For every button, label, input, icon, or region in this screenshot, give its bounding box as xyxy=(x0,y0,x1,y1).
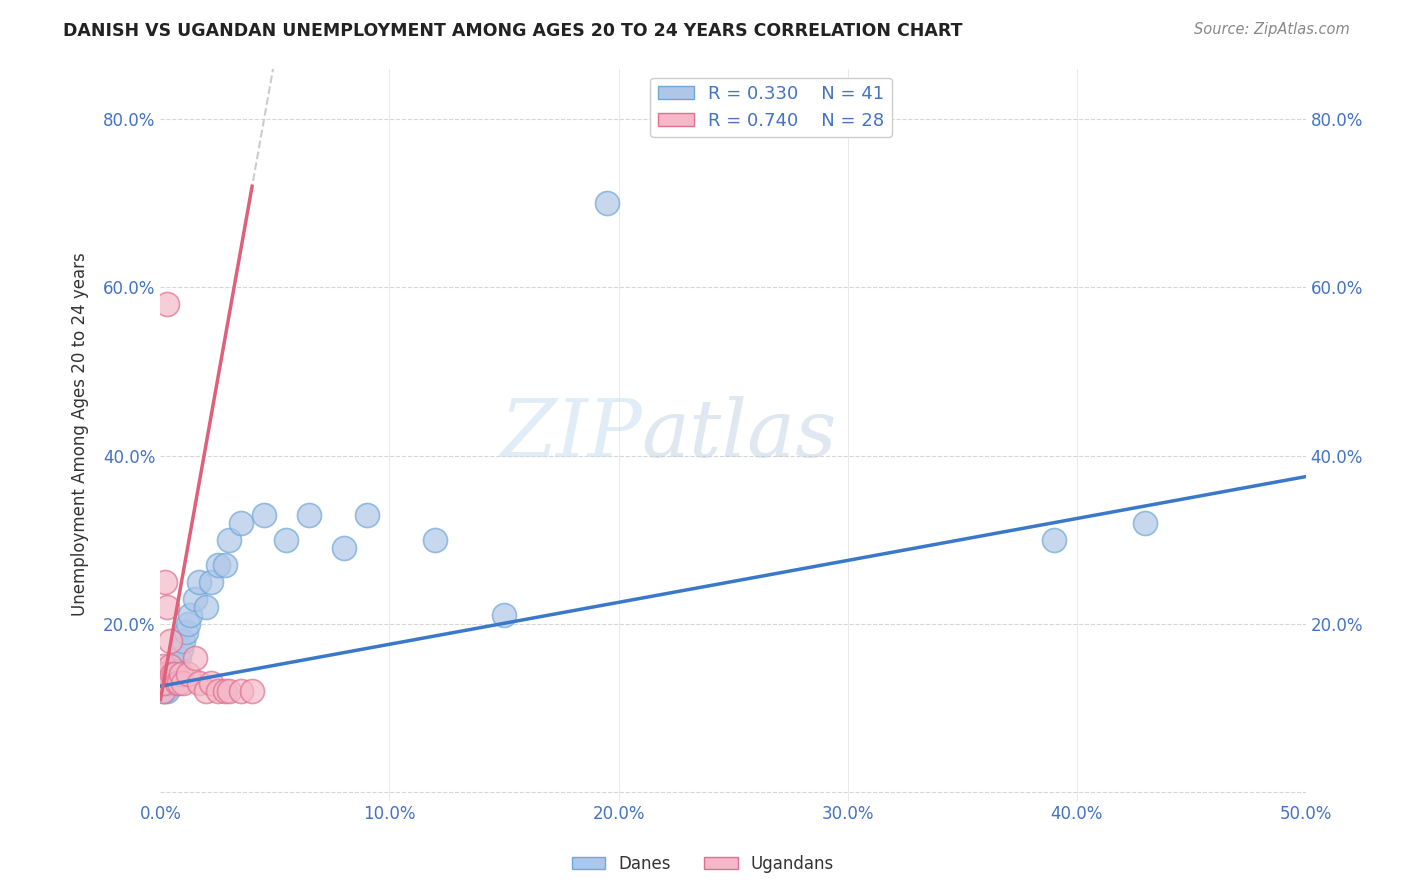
Point xyxy=(177,667,200,681)
Legend: Danes, Ugandans: Danes, Ugandans xyxy=(565,848,841,880)
Y-axis label: Unemployment Among Ages 20 to 24 years: Unemployment Among Ages 20 to 24 years xyxy=(72,252,89,616)
Point xyxy=(153,574,176,589)
Point xyxy=(1042,533,1064,547)
Point xyxy=(425,533,447,547)
Point xyxy=(170,667,193,681)
Point xyxy=(184,591,207,606)
Point xyxy=(153,667,176,681)
Point xyxy=(174,625,197,640)
Point xyxy=(156,600,179,615)
Point xyxy=(150,667,173,681)
Point xyxy=(195,684,218,698)
Point xyxy=(156,297,179,311)
Point xyxy=(160,675,183,690)
Point xyxy=(157,675,180,690)
Text: Source: ZipAtlas.com: Source: ZipAtlas.com xyxy=(1194,22,1350,37)
Point xyxy=(156,684,179,698)
Point xyxy=(166,675,188,690)
Point xyxy=(1135,516,1157,530)
Point xyxy=(184,650,207,665)
Point xyxy=(153,684,176,698)
Point xyxy=(152,659,174,673)
Point xyxy=(229,684,252,698)
Point xyxy=(492,608,515,623)
Point xyxy=(159,633,181,648)
Point xyxy=(152,684,174,698)
Point xyxy=(160,667,183,681)
Point xyxy=(596,196,619,211)
Point xyxy=(214,684,236,698)
Point xyxy=(177,616,200,631)
Text: atlas: atlas xyxy=(641,396,837,474)
Point xyxy=(214,558,236,572)
Point xyxy=(155,675,177,690)
Point xyxy=(150,675,173,690)
Point xyxy=(200,675,222,690)
Point xyxy=(159,667,181,681)
Point xyxy=(356,508,378,522)
Point xyxy=(167,675,190,690)
Point xyxy=(163,667,186,681)
Point xyxy=(207,684,229,698)
Point xyxy=(252,508,274,522)
Point xyxy=(150,675,173,690)
Point xyxy=(207,558,229,572)
Point xyxy=(155,667,177,681)
Point xyxy=(229,516,252,530)
Point xyxy=(170,642,193,657)
Legend: R = 0.330    N = 41, R = 0.740    N = 28: R = 0.330 N = 41, R = 0.740 N = 28 xyxy=(651,78,891,137)
Point xyxy=(159,659,181,673)
Point xyxy=(152,667,174,681)
Point xyxy=(276,533,298,547)
Point xyxy=(156,667,179,681)
Point xyxy=(218,684,240,698)
Point xyxy=(200,574,222,589)
Point xyxy=(240,684,263,698)
Point xyxy=(172,633,194,648)
Point xyxy=(167,650,190,665)
Point xyxy=(163,659,186,673)
Text: ZIP: ZIP xyxy=(499,396,641,474)
Point xyxy=(188,574,211,589)
Point xyxy=(159,675,181,690)
Point xyxy=(298,508,321,522)
Point xyxy=(160,667,183,681)
Point xyxy=(153,675,176,690)
Point xyxy=(153,675,176,690)
Point xyxy=(188,675,211,690)
Point xyxy=(163,667,186,681)
Point xyxy=(172,675,194,690)
Text: DANISH VS UGANDAN UNEMPLOYMENT AMONG AGES 20 TO 24 YEARS CORRELATION CHART: DANISH VS UGANDAN UNEMPLOYMENT AMONG AGE… xyxy=(63,22,963,40)
Point xyxy=(218,533,240,547)
Point xyxy=(195,600,218,615)
Point xyxy=(152,684,174,698)
Point xyxy=(179,608,201,623)
Point xyxy=(166,659,188,673)
Point xyxy=(153,675,176,690)
Point xyxy=(332,541,354,556)
